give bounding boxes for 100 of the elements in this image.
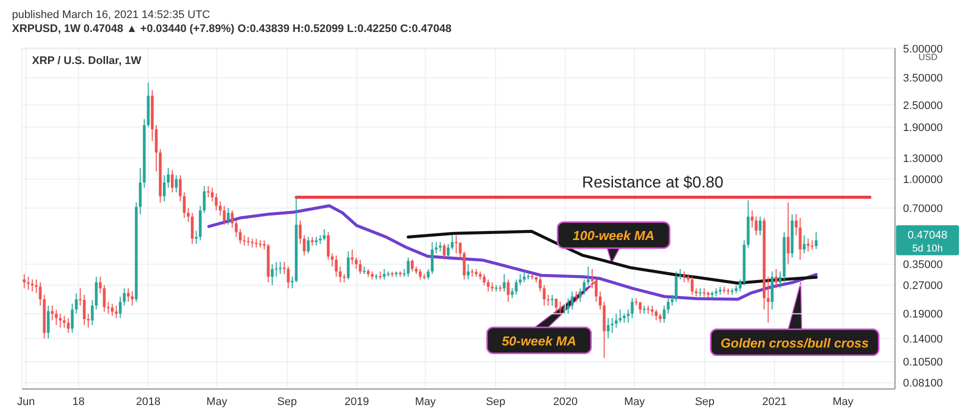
candlestick: [778, 270, 782, 289]
candlestick: [238, 228, 242, 244]
candlestick: [438, 242, 442, 252]
x-tick-label: May: [414, 396, 436, 408]
candlestick: [86, 313, 90, 328]
x-tick-label: May: [832, 396, 854, 408]
candlestick: [810, 240, 814, 250]
x-tick-label: 2020: [553, 396, 578, 408]
candlestick: [262, 240, 266, 250]
candlestick: [58, 313, 62, 328]
candlestick: [346, 250, 350, 280]
chart-subtitle: XRPUSD, 1W 0.47048 ▲ +0.03440 (+7.89%) O:0.43839 H:0.52099 L:0.42250 C:0.47048: [12, 22, 453, 36]
x-tick-label: 18: [72, 396, 85, 408]
candlestick: [738, 278, 742, 292]
x-tick-label: Sep: [694, 396, 715, 408]
candlestick: [210, 187, 214, 202]
text: published March 16, 2021 14:52:35 UTC: [12, 8, 212, 22]
candlestick: [454, 234, 458, 254]
candlestick: [618, 309, 622, 324]
y-tick-label: 2.50000: [903, 100, 943, 112]
candlestick: [482, 274, 486, 286]
candlestick: [786, 202, 790, 265]
candlestick: [34, 278, 38, 294]
candlestick: [774, 268, 778, 289]
candlestick: [66, 318, 70, 334]
candlestick: [486, 278, 490, 292]
candlestick: [242, 234, 246, 246]
candlestick: [466, 264, 470, 280]
candlestick: [662, 305, 666, 324]
candlestick: [230, 210, 234, 228]
text: 0.47048: [908, 229, 948, 242]
annotation: Resistance at $0.80: [582, 174, 724, 192]
candlestick: [22, 274, 26, 289]
candlestick: [510, 288, 514, 299]
candlestick: [290, 276, 294, 289]
candlestick: [626, 309, 630, 324]
x-tick-label: 2021: [762, 396, 787, 408]
candlestick: [26, 276, 30, 290]
candlestick: [274, 261, 278, 278]
candlestick: [302, 234, 306, 256]
x-tick-label: Jun: [17, 396, 35, 408]
candlestick: [98, 276, 102, 294]
candlestick: [798, 217, 802, 260]
candlestick: [522, 270, 526, 283]
candlestick: [278, 261, 282, 275]
y-tick-label: 0.08100: [903, 378, 943, 390]
text: XRP / U.S. Dollar, 1W: [32, 55, 142, 67]
candlestick: [182, 192, 186, 218]
candlestick: [610, 318, 614, 334]
y-tick-label: 0.14000: [903, 333, 943, 346]
candlestick: [334, 254, 338, 278]
candlestick: [538, 276, 542, 292]
candlestick: [434, 242, 438, 254]
x-tick-label: 2019: [344, 396, 370, 408]
candlestick: [750, 210, 754, 228]
candlestick: [126, 288, 130, 302]
candlestick: [590, 268, 594, 289]
annotation: 100-week MA: [572, 228, 654, 244]
x-tick-label: Sep: [486, 396, 506, 408]
y-axis-title: USD: [918, 52, 938, 62]
candlestick: [458, 242, 462, 260]
candlestick: [298, 220, 302, 244]
candlestick: [634, 298, 638, 306]
y-tick-label: 0.27000: [903, 280, 943, 292]
candlestick: [286, 266, 290, 289]
candlestick: [546, 294, 550, 306]
y-tick-label: 1.30000: [903, 152, 943, 165]
candlestick: [130, 290, 134, 306]
x-tick-label: May: [206, 396, 228, 408]
y-tick-label: 1.90000: [903, 122, 943, 134]
text: 5d 10h: [912, 243, 943, 254]
candlestick: [558, 301, 562, 314]
candlestick: [46, 305, 50, 339]
x-tick-label: May: [624, 396, 646, 408]
annotation: Golden cross/bull cross: [720, 335, 869, 350]
x-tick-label: 2018: [136, 396, 161, 408]
annotation: 50-week MA: [502, 333, 576, 348]
candlestick: [358, 259, 362, 275]
y-tick-label: 0.19000: [903, 308, 943, 321]
candlestick: [106, 301, 110, 314]
candlestick: [518, 274, 522, 286]
candlestick: [450, 234, 454, 250]
x-tick-label: Sep: [277, 396, 297, 408]
candlestick: [90, 300, 94, 326]
y-tick-label: 0.35000: [903, 259, 943, 272]
y-tick-label: 3.50000: [903, 72, 943, 85]
candlestick: [654, 309, 658, 321]
candlestick: [446, 243, 450, 258]
y-tick-label: 0.70000: [903, 202, 943, 215]
line-series: [207, 204, 818, 301]
candlestick: [206, 185, 210, 198]
candlestick: [54, 309, 58, 326]
candlestick: [766, 276, 770, 324]
candlestick: [674, 270, 678, 302]
candlestick: [122, 288, 126, 306]
y-tick-label: 0.10500: [903, 356, 943, 369]
candlestick: [442, 243, 446, 260]
candlestick: [502, 274, 506, 292]
y-tick-label: 1.00000: [903, 174, 943, 186]
candlestick: [586, 266, 590, 286]
